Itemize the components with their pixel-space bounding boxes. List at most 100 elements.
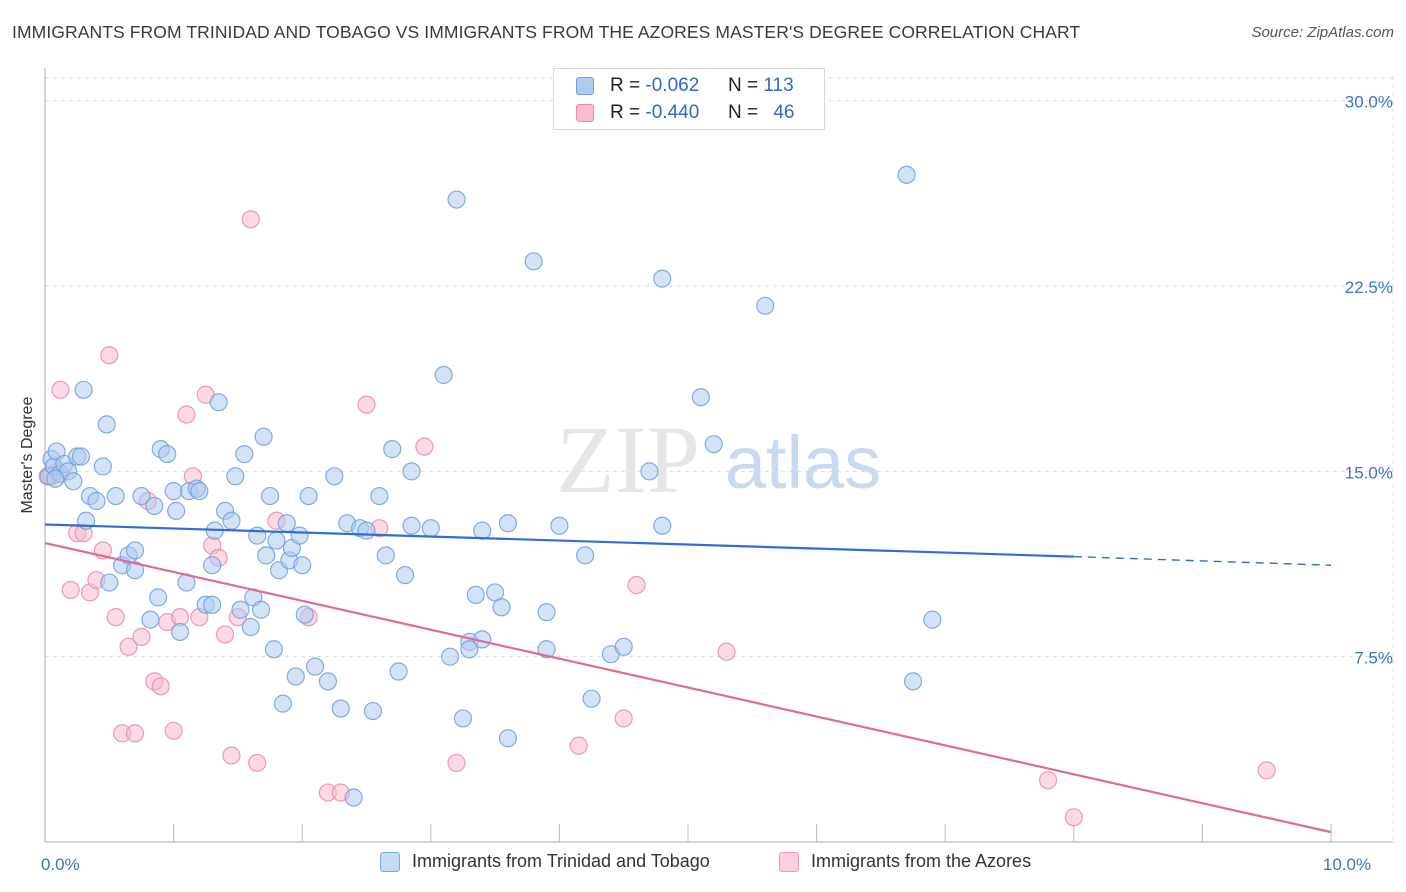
trinidad-point-95 [524,252,543,271]
trinidad-point-70 [344,788,363,807]
azores-point-44 [717,642,736,661]
azores-point-13 [119,637,138,656]
trend-lines [44,523,1332,834]
source-credit: Source: ZipAtlas.com [1251,24,1394,41]
trinidad-point-72 [357,521,376,540]
trinidad-point-11 [46,469,65,488]
trinidad-point-38 [203,556,222,575]
trinidad-point-100 [582,689,601,708]
trinidad-point-106 [691,388,710,407]
trinidad-point-64 [299,486,318,506]
trinidad-point-79 [402,462,421,481]
trinidad-point-26 [149,588,168,607]
tick-labels: 7.5% 15.0% 22.5% 30.0% 0.0% 10.0% [41,93,1393,874]
y-tick-label-1: 15.0% [1345,463,1393,482]
trinidad-points [39,165,942,807]
trinidad-point-85 [453,709,473,728]
trinidad-point-107 [704,435,723,454]
y-tick-label-0: 7.5% [1354,649,1393,668]
trinidad-point-82 [434,365,453,385]
azores-legend-swatch [779,851,799,872]
azores-point-47 [1257,761,1276,780]
trinidad-point-23 [132,486,151,506]
trinidad-swatch [576,77,594,95]
trinidad-point-92 [492,598,511,617]
azores-point-43 [627,575,646,595]
trinidad-point-21 [125,561,145,580]
trinidad-point-9 [71,447,91,466]
trinidad-point-67 [325,467,344,486]
legend-item-trinidad: Immigrants from Trinidad and Tobago [380,851,710,872]
trinidad-point-87 [460,640,479,659]
trinidad-point-17 [100,573,119,592]
n-label: N = [727,102,759,123]
trinidad-point-65 [305,657,325,676]
trinidad-point-94 [498,514,518,533]
watermark-zip: ZIP [556,406,700,513]
azores-swatch [576,104,594,122]
trinidad-point-57 [277,514,296,533]
watermark: ZIP atlas [556,406,881,513]
trinidad-point-43 [226,467,245,486]
trinidad-point-99 [576,546,595,565]
trinidad-point-77 [389,662,408,681]
trinidad-point-105 [653,269,672,288]
azores-point-42 [614,709,633,728]
trinidad-point-63 [295,605,314,624]
trinidad-point-83 [440,647,460,666]
trinidad-trend-line [44,523,1074,558]
trinidad-point-61 [290,526,309,545]
trinidad-point-98 [550,516,569,535]
trinidad-point-49 [251,600,271,619]
trinidad-point-97 [537,603,556,622]
trinidad-point-13 [87,491,106,511]
trinidad-point-74 [370,486,389,506]
trinidad-point-35 [190,482,209,501]
series-legend: Immigrants from Trinidad and Tobago Immi… [0,851,1406,879]
trinidad-point-44 [231,600,250,619]
y-axis-label: Master's Degree [19,396,36,514]
n-label: N = [727,75,759,96]
azores-point-29 [222,746,241,765]
azores-point-18 [151,677,170,696]
legend-item-azores: Immigrants from the Azores [779,851,1031,872]
trinidad-point-48 [248,526,267,545]
trinidad-point-96 [537,640,556,659]
trinidad-legend-label: Immigrants from Trinidad and Tobago [412,851,710,871]
azores-point-39 [415,437,434,456]
trinidad-point-53 [264,640,284,659]
trinidad-point-22 [125,541,145,560]
trinidad-point-93 [498,729,518,748]
azores-point-10 [100,346,119,365]
azores-point-41 [569,736,588,755]
azores-point-15 [132,627,151,647]
azores-point-20 [164,721,183,740]
trinidad-point-28 [158,444,177,464]
r-value-azores: -0.440 [645,102,700,123]
azores-point-37 [357,395,376,414]
trinidad-point-40 [209,393,228,412]
trinidad-point-25 [145,496,164,516]
azores-point-28 [215,625,235,644]
trinidad-point-109 [897,165,916,184]
trinidad-point-18 [106,486,125,506]
trinidad-point-52 [260,486,280,506]
trinidad-point-75 [376,546,395,565]
n-value-trinidad: 113 [763,75,794,96]
trinidad-point-37 [203,595,222,614]
trinidad-point-68 [331,699,350,718]
x-tick-label-0: 0.0% [41,855,80,874]
trinidad-point-45 [235,444,254,464]
trinidad-point-90 [473,521,492,540]
y-tick-label-3: 30.0% [1345,93,1393,112]
trinidad-point-111 [923,610,942,629]
azores-point-22 [177,405,196,424]
trinidad-point-80 [402,516,421,535]
trinidad-point-10 [74,380,93,399]
trinidad-point-56 [273,694,293,713]
azores-point-31 [241,210,260,229]
trinidad-point-102 [614,637,633,656]
y-tick-label-2: 22.5% [1345,278,1393,297]
trinidad-point-76 [383,440,402,459]
